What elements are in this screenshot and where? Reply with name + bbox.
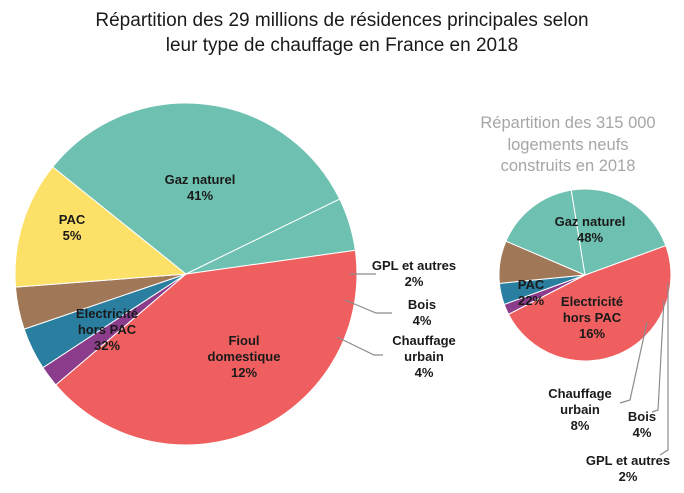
data-label-category: Bois (628, 409, 656, 424)
data-label-category: Chauffage (548, 386, 612, 401)
data-label-category: Electricité (561, 294, 623, 309)
data-label-value: 48% (577, 230, 603, 245)
slice-label-new-electricite-hors-pac: Electricité hors PAC 16% (561, 294, 623, 341)
data-label-category: Chauffage (392, 333, 456, 348)
data-label-value: 4% (633, 425, 652, 440)
data-label-value: 4% (415, 365, 434, 380)
data-label-category: Fioul (228, 333, 259, 348)
pie-main (14, 102, 358, 446)
chart-title-main-line-1: Répartition des 29 millions de résidence… (95, 10, 588, 31)
data-label-category: urbain (404, 349, 444, 364)
pie-slice-new-electricite-hors-pac (505, 189, 586, 276)
slice-label-new-chauffage-urbain: Chauffage urbain 8% (548, 386, 612, 433)
data-label-value: 5% (63, 228, 82, 243)
slice-label-new-pac: PAC 22% (518, 277, 545, 308)
slice-label-main-chauffage-urbain: Chauffage urbain 4% (392, 333, 456, 380)
data-label-category: urbain (560, 402, 600, 417)
slice-label-new-bois: Bois 4% (628, 409, 656, 440)
chart-title-new-line-3: construits en 2018 (501, 157, 636, 175)
leader-line-main-chauffage-urbain (336, 336, 383, 356)
data-label-value: 2% (619, 469, 638, 484)
chart-title-new-line-2: logements neufs (507, 136, 628, 154)
data-label-category: Electricité (76, 306, 138, 321)
slice-label-main-electricite-hors-pac: Electricité hors PAC 32% (76, 306, 138, 353)
pie-slice-main-fioul-domestique (14, 166, 188, 288)
slice-label-main-fioul-domestique: Fioul domestique 12% (208, 333, 281, 380)
data-label-value: 16% (579, 326, 605, 341)
pie-new (498, 188, 672, 362)
data-label-category: Bois (408, 297, 436, 312)
pie-slice-new-pac (570, 188, 667, 276)
data-label-category: PAC (518, 277, 545, 292)
leader-line-new-chauffage-urbain (619, 321, 648, 404)
data-label-value: 41% (187, 188, 213, 203)
pie-slice-new-gaz-naturel (507, 244, 672, 362)
data-label-category: Gaz naturel (165, 172, 236, 187)
slice-label-main-gaz-naturel: Gaz naturel 41% (165, 172, 236, 203)
data-label-value: 2% (405, 274, 424, 289)
pie-slice-main-gaz-naturel (55, 249, 358, 446)
slice-label-new-gpl-et-autres: GPL et autres 2% (586, 453, 670, 484)
data-label-category: hors PAC (563, 310, 622, 325)
pie-slice-main-pac (185, 198, 356, 275)
chart-title-main-line-2: leur type de chauffage en France en 2018 (166, 35, 518, 56)
slice-label-main-pac: PAC 5% (59, 212, 86, 243)
data-label-category: GPL et autres (372, 258, 456, 273)
data-label-category: domestique (208, 349, 281, 364)
data-label-value: 4% (413, 313, 432, 328)
data-label-category: PAC (59, 212, 86, 227)
pie-slice-main-electricite-hors-pac (52, 102, 341, 275)
leader-line-new-bois (651, 299, 665, 413)
chart-title-new-line-1: Répartition des 315 000 (480, 114, 655, 132)
data-label-category: GPL et autres (586, 453, 670, 468)
data-label-value: 22% (518, 293, 544, 308)
slice-label-new-gaz-naturel: Gaz naturel 48% (555, 214, 626, 245)
data-label-value: 12% (231, 365, 257, 380)
leader-line-main-bois (344, 299, 392, 314)
data-label-category: Gaz naturel (555, 214, 626, 229)
data-label-category: hors PAC (78, 322, 137, 337)
slice-label-main-bois: Bois 4% (408, 297, 436, 328)
data-label-value: 8% (571, 418, 590, 433)
data-label-value: 32% (94, 338, 120, 353)
slice-label-main-gpl-et-autres: GPL et autres 2% (372, 258, 456, 289)
leader-line-new-gpl-et-autres (659, 283, 669, 456)
